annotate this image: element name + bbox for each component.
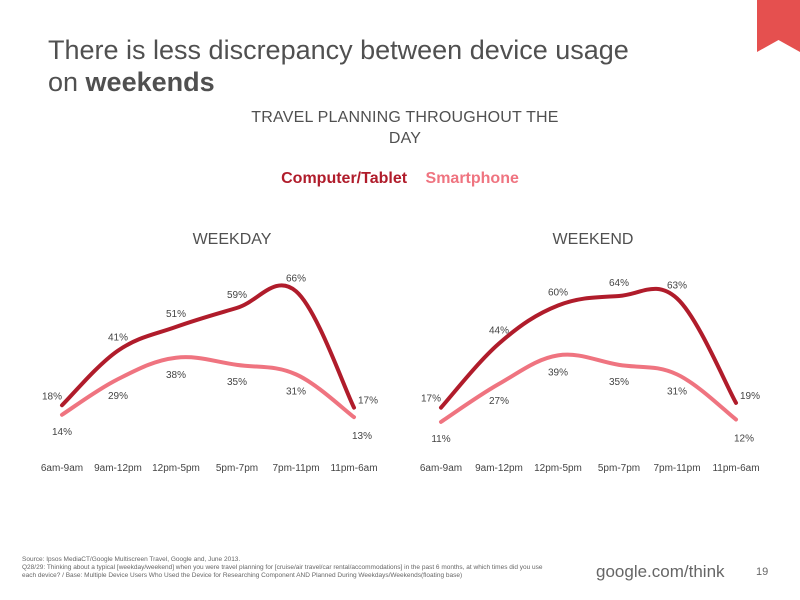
computer-tablet-data-label: 41% xyxy=(108,333,128,344)
weekday-chart-svg: WEEKDAY 18% 41% 51% 59% 66% 17% 14% 29% 38% 35% 31%… xyxy=(41,231,378,474)
brand-url[interactable]: google.com/think xyxy=(596,562,725,581)
subtitle-line-2: DAY xyxy=(388,130,422,147)
smartphone-data-label: 12% xyxy=(734,434,754,445)
question-line-1: Q28/29: Thinking about a typical [weekda… xyxy=(22,564,543,571)
legend-computer-tablet: Computer/Tablet xyxy=(281,170,408,187)
source-line: Source: Ipsos MediaCT/Google Multiscreen… xyxy=(22,556,241,563)
weekday-chart: WEEKDAY 18% 41% 51% 59% 66% 17% 14% 29% 38% 35% 31%… xyxy=(0,228,400,478)
question-line-2: each device? / Base: Multiple Device Use… xyxy=(22,572,463,579)
smartphone-data-label: 11% xyxy=(431,434,450,445)
x-tick-label: 11pm-6am xyxy=(712,463,759,474)
subtitle-line-1: TRAVEL PLANNING THROUGHOUT THE xyxy=(251,109,559,126)
computer-tablet-data-label: 51% xyxy=(166,309,186,320)
page-number: 19 xyxy=(756,566,769,578)
computer-tablet-data-label: 44% xyxy=(489,326,509,337)
x-tick-label: 5pm-7pm xyxy=(216,463,258,474)
title-line-1: There is less discrepancy between device… xyxy=(48,35,629,65)
computer-tablet-data-label: 19% xyxy=(740,391,760,402)
smartphone-series-line xyxy=(439,352,738,424)
smartphone-data-label: 31% xyxy=(286,386,306,397)
smartphone-data-label: 38% xyxy=(166,370,186,381)
legend-smartphone: Smartphone xyxy=(425,170,519,187)
x-tick-label: 6am-9am xyxy=(41,463,83,474)
computer-tablet-data-label: 18% xyxy=(42,391,62,402)
source-notes: Source: Ipsos MediaCT/Google Multiscreen… xyxy=(22,556,582,580)
x-tick-label: 7pm-11pm xyxy=(272,463,319,474)
title-line-2-prefix: on xyxy=(48,67,86,97)
smartphone-data-label: 27% xyxy=(489,396,509,407)
smartphone-series-line xyxy=(60,355,356,420)
x-tick-label: 11pm-6am xyxy=(330,463,377,474)
x-tick-label: 12pm-5pm xyxy=(152,463,200,474)
weekend-chart-svg: WEEKEND 17% 44% 60% 64% 63% 19% 11% 27% 39% 35% 31%… xyxy=(420,231,760,474)
x-tick-label: 6am-9am xyxy=(420,463,462,474)
computer-tablet-data-label: 60% xyxy=(548,288,568,299)
computer-tablet-series-line xyxy=(60,283,356,410)
chart-subtitle: TRAVEL PLANNING THROUGHOUT THE DAY xyxy=(230,107,580,149)
slide-title: There is less discrepancy between device… xyxy=(48,34,629,98)
panel-title: WEEKEND xyxy=(553,231,634,248)
smartphone-data-label: 39% xyxy=(548,367,568,378)
computer-tablet-data-label: 17% xyxy=(358,396,378,407)
title-line-2: on weekends xyxy=(48,66,629,98)
smartphone-data-label: 14% xyxy=(52,427,72,438)
computer-tablet-data-label: 17% xyxy=(421,394,441,405)
smartphone-data-label: 35% xyxy=(227,377,247,388)
bookmark-ribbon xyxy=(757,0,800,52)
smartphone-data-label: 29% xyxy=(108,391,128,402)
computer-tablet-series-line xyxy=(439,286,738,410)
computer-tablet-data-label: 64% xyxy=(609,278,629,289)
x-tick-label: 5pm-7pm xyxy=(598,463,640,474)
weekend-chart: WEEKEND 17% 44% 60% 64% 63% 19% 11% 27% 39% 35% 31%… xyxy=(400,228,800,478)
computer-tablet-data-label: 66% xyxy=(286,273,306,284)
smartphone-data-label: 31% xyxy=(667,386,687,397)
x-tick-label: 12pm-5pm xyxy=(534,463,582,474)
chart-legend: Computer/Tablet Smartphone xyxy=(0,170,800,188)
x-tick-label: 7pm-11pm xyxy=(653,463,700,474)
computer-tablet-data-label: 59% xyxy=(227,290,247,301)
title-line-2-emphasis: weekends xyxy=(85,67,215,97)
x-tick-label: 9am-12pm xyxy=(94,463,142,474)
smartphone-data-label: 35% xyxy=(609,377,629,388)
panel-title: WEEKDAY xyxy=(193,231,272,248)
computer-tablet-data-label: 63% xyxy=(667,280,687,291)
smartphone-data-label: 13% xyxy=(352,431,372,442)
x-tick-label: 9am-12pm xyxy=(475,463,523,474)
